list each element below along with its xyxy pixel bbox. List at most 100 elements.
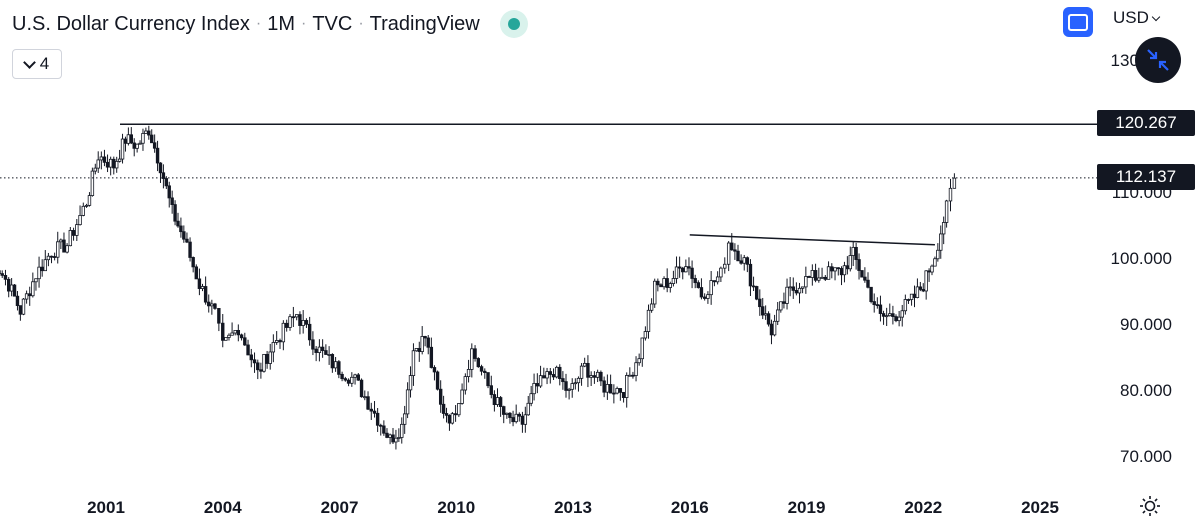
candle — [56, 231, 60, 264]
candle — [483, 368, 487, 379]
candle — [665, 268, 669, 293]
gear-icon[interactable] — [1138, 494, 1162, 518]
candle — [337, 360, 341, 379]
candle — [854, 242, 858, 270]
candle — [372, 401, 377, 418]
candle — [785, 278, 789, 310]
candle — [453, 405, 458, 422]
candle — [763, 305, 768, 320]
market-status-icon[interactable] — [499, 10, 528, 38]
candle — [388, 433, 392, 445]
candle — [649, 298, 654, 313]
candles-layer — [0, 125, 957, 450]
candle — [906, 298, 911, 304]
candle — [28, 286, 32, 306]
x-tick-label: 2007 — [321, 498, 359, 517]
candle — [726, 241, 731, 272]
candle — [379, 423, 383, 436]
candle — [144, 127, 148, 134]
candle — [271, 334, 276, 363]
candle — [564, 373, 568, 398]
interval-label[interactable]: 1M — [267, 12, 295, 35]
candle — [489, 375, 493, 399]
arrows-in-icon — [1147, 49, 1169, 71]
candle — [830, 263, 834, 279]
y-tick-label: 70.000 — [1120, 447, 1172, 466]
neckline-trend-line[interactable] — [689, 234, 935, 246]
candle — [359, 378, 364, 398]
candle — [532, 373, 536, 401]
candle — [402, 405, 407, 434]
candle — [473, 345, 477, 362]
x-tick-label: 2016 — [671, 498, 709, 517]
candle — [492, 390, 497, 412]
collapse-arrows-icon[interactable] — [1135, 37, 1181, 83]
candle — [21, 298, 26, 316]
candle — [353, 373, 357, 385]
candle — [182, 225, 186, 243]
candle — [284, 319, 289, 332]
candle — [933, 256, 937, 267]
candle — [176, 212, 180, 228]
candle — [120, 133, 125, 164]
candle — [542, 367, 546, 379]
candle — [346, 378, 351, 387]
candle — [561, 371, 565, 390]
candle — [742, 254, 746, 271]
candle — [912, 285, 917, 308]
candle — [385, 428, 389, 439]
candle — [631, 371, 635, 379]
candle — [31, 272, 35, 298]
candle — [872, 293, 876, 313]
candle — [363, 390, 367, 401]
currency-selector[interactable]: USD — [1113, 8, 1161, 28]
axis-layer: 2001 2004 2007 2010 2013 2016 2019 2022 2025 70.0… — [87, 51, 1172, 517]
x-tick-label: 2013 — [554, 498, 592, 517]
candle — [141, 128, 145, 151]
candle — [869, 286, 873, 304]
candle — [517, 412, 521, 422]
symbol-name[interactable]: U.S. Dollar Currency Index — [12, 12, 250, 35]
candle — [366, 391, 370, 411]
candle — [112, 156, 116, 175]
sun-gear-icon — [1140, 496, 1160, 516]
candle — [766, 311, 771, 327]
candle — [817, 267, 821, 283]
candle — [173, 200, 177, 226]
candle — [927, 268, 931, 282]
candle — [739, 254, 743, 265]
candle — [826, 261, 831, 280]
candle — [294, 314, 299, 321]
candle — [573, 378, 578, 390]
candle — [15, 291, 20, 311]
candle — [502, 405, 506, 424]
candle — [470, 343, 474, 378]
candle — [327, 346, 331, 365]
candle — [748, 259, 753, 296]
candle — [589, 371, 593, 386]
candle — [227, 333, 231, 341]
x-tick-label: 2019 — [788, 498, 826, 517]
candle — [476, 357, 481, 368]
candle — [529, 385, 533, 407]
candle — [511, 410, 515, 427]
candle — [723, 257, 727, 274]
candle — [909, 293, 914, 306]
x-tick-label: 2022 — [904, 498, 942, 517]
candle — [582, 357, 587, 368]
candle — [551, 368, 556, 381]
candle — [538, 365, 543, 388]
indicators-toggle-button[interactable]: 4 — [12, 49, 62, 79]
candle — [921, 283, 925, 293]
candle — [479, 364, 484, 376]
candle — [884, 307, 889, 327]
fullscreen-icon[interactable] — [1063, 7, 1093, 37]
y-tick-label: 90.000 — [1120, 315, 1172, 334]
candle — [405, 382, 410, 419]
candle — [46, 252, 51, 267]
candle — [278, 338, 282, 349]
chevron-down-icon — [1151, 12, 1161, 21]
y-tick-label: 100.000 — [1111, 249, 1172, 268]
candle — [265, 350, 269, 369]
